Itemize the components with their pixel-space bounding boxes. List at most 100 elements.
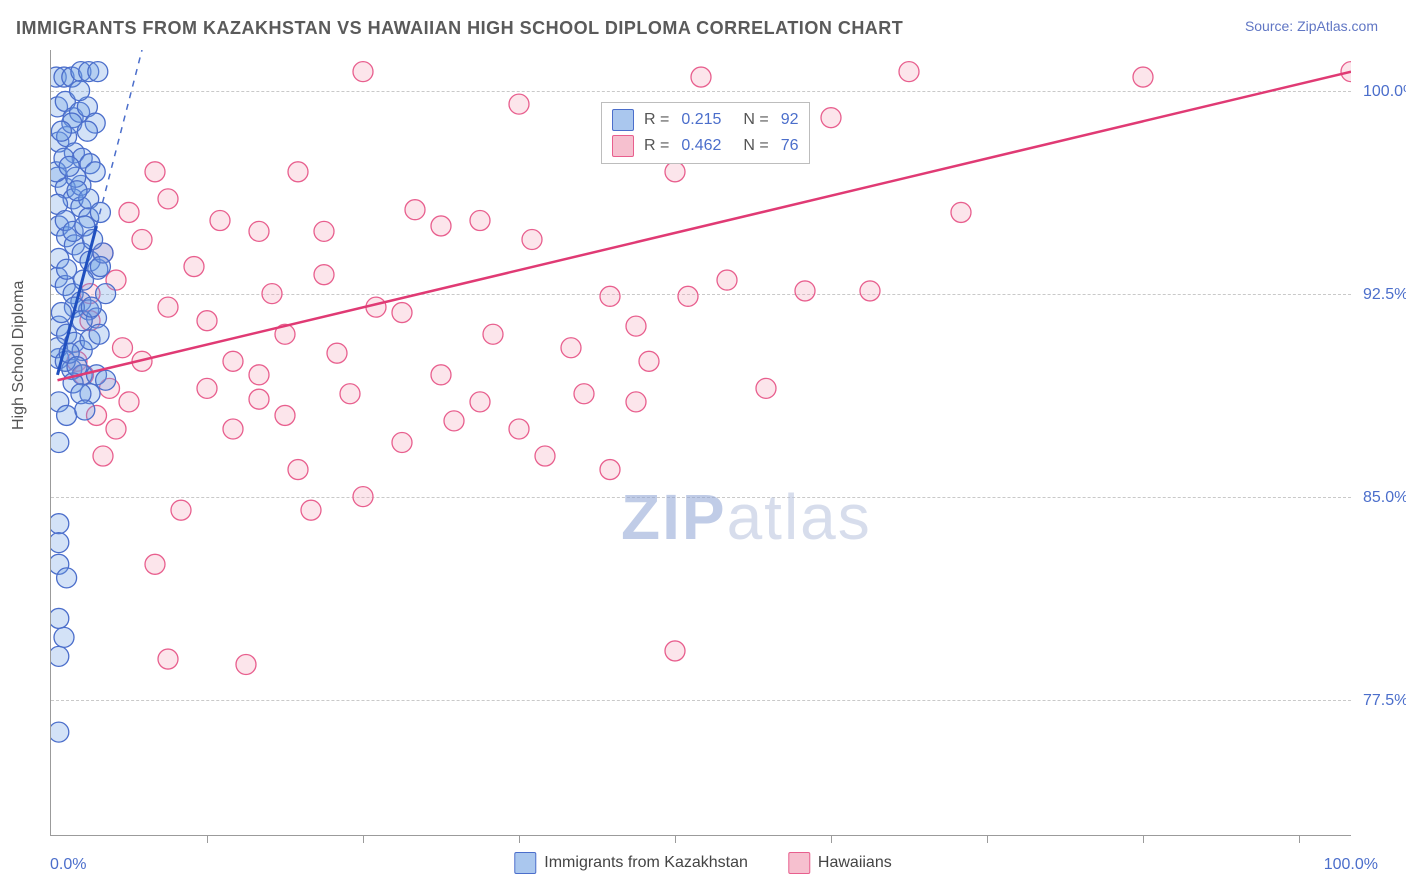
source-label: Source: ZipAtlas.com (1245, 18, 1378, 34)
scatter-point-pink (444, 411, 464, 431)
scatter-point-blue (59, 343, 79, 363)
scatter-point-blue (70, 102, 90, 122)
scatter-point-pink (678, 286, 698, 306)
x-tick (1143, 835, 1144, 843)
y-tick-label: 77.5% (1363, 692, 1406, 710)
scatter-point-blue (85, 113, 105, 133)
scatter-point-pink (899, 62, 919, 82)
scatter-point-blue (62, 113, 82, 133)
trend-line-blue (58, 226, 97, 375)
scatter-point-pink (600, 286, 620, 306)
scatter-point-blue (55, 178, 75, 198)
scatter-point-blue (71, 197, 91, 217)
scatter-point-blue (51, 554, 69, 574)
y-tick-label: 100.0% (1363, 83, 1406, 101)
scatter-point-pink (535, 446, 555, 466)
scatter-point-blue (51, 533, 69, 553)
scatter-point-blue (72, 340, 92, 360)
scatter-point-blue (51, 194, 68, 214)
scatter-point-pink (483, 324, 503, 344)
scatter-point-pink (1341, 62, 1351, 82)
scatter-point-pink (197, 378, 217, 398)
scatter-point-pink (106, 270, 126, 290)
scatter-point-blue (57, 127, 77, 147)
scatter-point-blue (90, 257, 110, 277)
scatter-point-pink (80, 311, 100, 331)
top-legend-row: R =0.215N =92 (612, 107, 799, 133)
scatter-point-blue (88, 259, 108, 279)
scatter-point-blue (62, 359, 82, 379)
scatter-point-pink (470, 392, 490, 412)
n-label: N = (743, 137, 768, 155)
scatter-point-blue (57, 227, 77, 247)
watermark: ZIPatlas (621, 480, 872, 554)
legend-swatch (612, 109, 634, 131)
scatter-point-pink (756, 378, 776, 398)
scatter-point-blue (51, 97, 68, 117)
x-tick (987, 835, 988, 843)
scatter-point-pink (392, 303, 412, 323)
scatter-point-blue (79, 189, 99, 209)
scatter-point-blue (83, 229, 103, 249)
scatter-point-pink (249, 365, 269, 385)
scatter-point-pink (197, 311, 217, 331)
x-axis-max-label: 100.0% (1324, 856, 1378, 874)
scatter-point-blue (51, 162, 66, 182)
scatter-point-pink (691, 67, 711, 87)
scatter-point-pink (288, 460, 308, 480)
scatter-point-pink (626, 392, 646, 412)
scatter-point-blue (51, 433, 69, 453)
n-value: 76 (781, 137, 799, 155)
scatter-point-blue (80, 330, 100, 350)
scatter-point-blue (88, 62, 108, 82)
scatter-point-blue (63, 221, 83, 241)
scatter-point-pink (249, 221, 269, 241)
scatter-point-pink (1133, 67, 1153, 87)
watermark-rest: atlas (727, 481, 872, 553)
scatter-point-pink (158, 297, 178, 317)
scatter-point-blue (55, 276, 75, 296)
scatter-point-pink (93, 446, 113, 466)
scatter-point-blue (57, 259, 77, 279)
scatter-point-blue (71, 62, 91, 82)
x-tick (363, 835, 364, 843)
n-value: 92 (781, 111, 799, 129)
scatter-point-blue (79, 62, 99, 82)
scatter-point-blue (71, 292, 91, 312)
scatter-point-blue (54, 148, 74, 168)
scatter-point-blue (51, 349, 69, 369)
scatter-point-blue (51, 267, 68, 287)
scatter-svg (51, 50, 1351, 835)
scatter-point-blue (80, 251, 100, 271)
x-tick (519, 835, 520, 843)
scatter-point-pink (431, 365, 451, 385)
legend-swatch (514, 852, 536, 874)
scatter-point-pink (184, 257, 204, 277)
scatter-point-pink (301, 500, 321, 520)
scatter-point-pink (392, 433, 412, 453)
scatter-point-pink (574, 384, 594, 404)
scatter-point-blue (90, 202, 110, 222)
scatter-point-blue (51, 722, 69, 742)
scatter-point-blue (72, 148, 92, 168)
legend-item: Immigrants from Kazakhstan (514, 852, 748, 874)
scatter-point-blue (63, 373, 83, 393)
y-gridline: 77.5% (51, 700, 1351, 701)
scatter-point-pink (171, 500, 191, 520)
scatter-point-blue (77, 121, 97, 141)
scatter-point-blue (87, 308, 107, 328)
scatter-point-pink (509, 94, 529, 114)
scatter-point-blue (72, 365, 92, 385)
legend-label: Hawaiians (818, 854, 892, 872)
scatter-point-pink (236, 654, 256, 674)
scatter-point-blue (62, 67, 82, 87)
scatter-point-blue (71, 384, 91, 404)
r-label: R = (644, 137, 669, 155)
scatter-point-blue (67, 181, 87, 201)
scatter-point-blue (57, 568, 77, 588)
scatter-point-blue (51, 216, 69, 236)
scatter-point-blue (64, 297, 84, 317)
y-gridline: 92.5% (51, 294, 1351, 295)
scatter-point-blue (87, 365, 107, 385)
scatter-point-pink (275, 324, 295, 344)
